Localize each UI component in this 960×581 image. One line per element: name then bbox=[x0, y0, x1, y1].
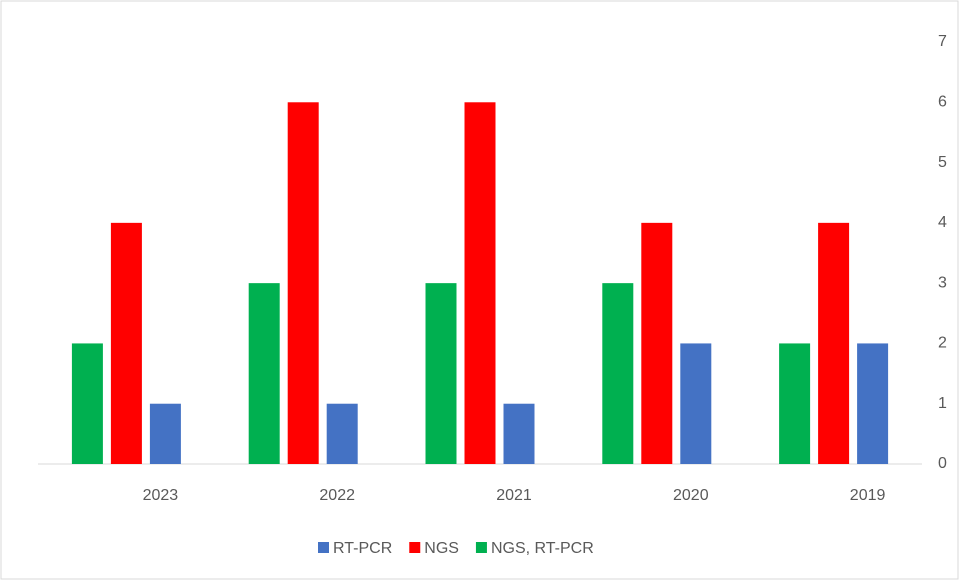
x-tick-label: 2019 bbox=[850, 487, 886, 504]
x-tick-label: 2020 bbox=[673, 487, 709, 504]
y-tick-label: 6 bbox=[938, 94, 947, 111]
y-tick-label: 7 bbox=[938, 33, 947, 50]
x-tick-label: 2022 bbox=[319, 487, 355, 504]
x-tick-label: 2021 bbox=[496, 487, 532, 504]
legend-label: RT-PCR bbox=[333, 540, 392, 557]
x-tick-label: 2023 bbox=[143, 487, 179, 504]
bar bbox=[818, 222, 850, 464]
y-tick-label: 5 bbox=[938, 154, 947, 171]
bar bbox=[503, 403, 535, 464]
bar bbox=[110, 222, 142, 464]
bar bbox=[149, 403, 181, 464]
y-tick-label: 3 bbox=[938, 274, 947, 291]
bar bbox=[287, 102, 319, 465]
y-tick-label: 0 bbox=[938, 455, 947, 472]
y-tick-label: 2 bbox=[938, 335, 947, 352]
y-tick-label: 4 bbox=[938, 214, 947, 231]
legend-swatch bbox=[318, 542, 329, 553]
bar bbox=[779, 343, 811, 464]
bar bbox=[602, 283, 634, 464]
bar bbox=[641, 222, 673, 464]
bar bbox=[425, 283, 457, 464]
bar bbox=[326, 403, 358, 464]
bar bbox=[248, 283, 280, 464]
legend-swatch bbox=[475, 542, 487, 553]
y-tick-label: 1 bbox=[938, 395, 947, 412]
bar bbox=[680, 343, 712, 464]
legend-label: NGS, RT-PCR bbox=[491, 540, 594, 557]
bar bbox=[464, 102, 496, 465]
bar bbox=[71, 343, 103, 464]
legend-swatch bbox=[409, 542, 421, 553]
legend-label: NGS bbox=[424, 540, 459, 557]
bar bbox=[857, 343, 889, 464]
